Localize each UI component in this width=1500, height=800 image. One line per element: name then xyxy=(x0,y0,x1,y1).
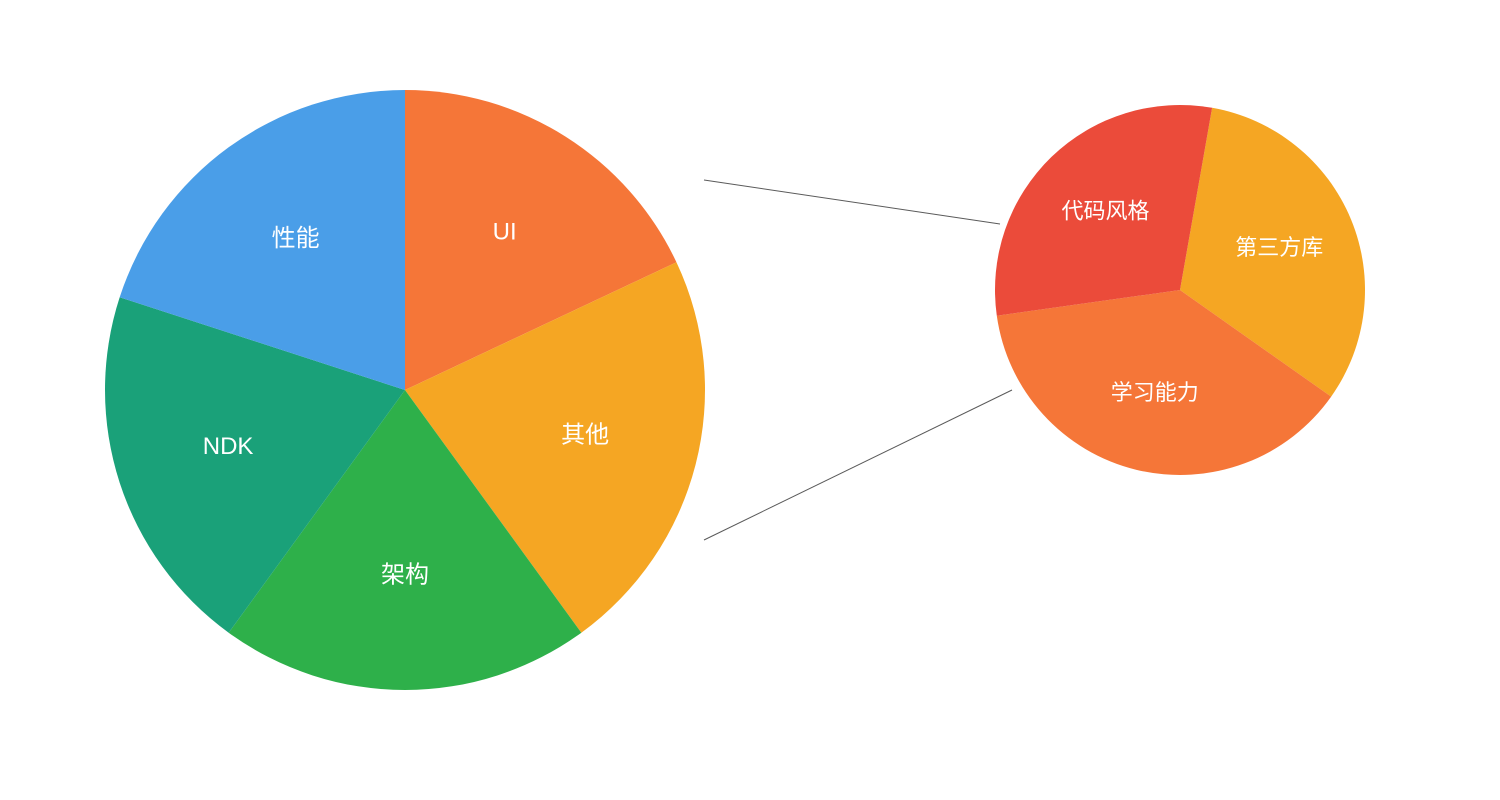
main_pie-label-0: UI xyxy=(493,218,517,245)
pie-chart-canvas: UI 其他架构 NDK 性能 第三方库学习能力 代码风格 xyxy=(0,0,1500,800)
main_pie-label-4: 性能 xyxy=(272,225,320,252)
main_pie-label-1: 其他 xyxy=(561,422,609,449)
main_pie-label-2: 架构 xyxy=(381,561,429,588)
connector-line-0 xyxy=(704,180,1000,224)
connector-line-1 xyxy=(704,390,1012,540)
detail_pie: 第三方库学习能力 代码风格 xyxy=(995,105,1365,475)
main_pie: UI 其他架构 NDK 性能 xyxy=(105,90,705,690)
main_pie-label-3: NDK xyxy=(203,433,254,460)
detail_pie-label-1: 学习能力 xyxy=(1111,380,1199,405)
detail_pie-label-2: 代码风格 xyxy=(1061,199,1149,224)
detail_pie-label-0: 第三方库 xyxy=(1235,235,1323,260)
